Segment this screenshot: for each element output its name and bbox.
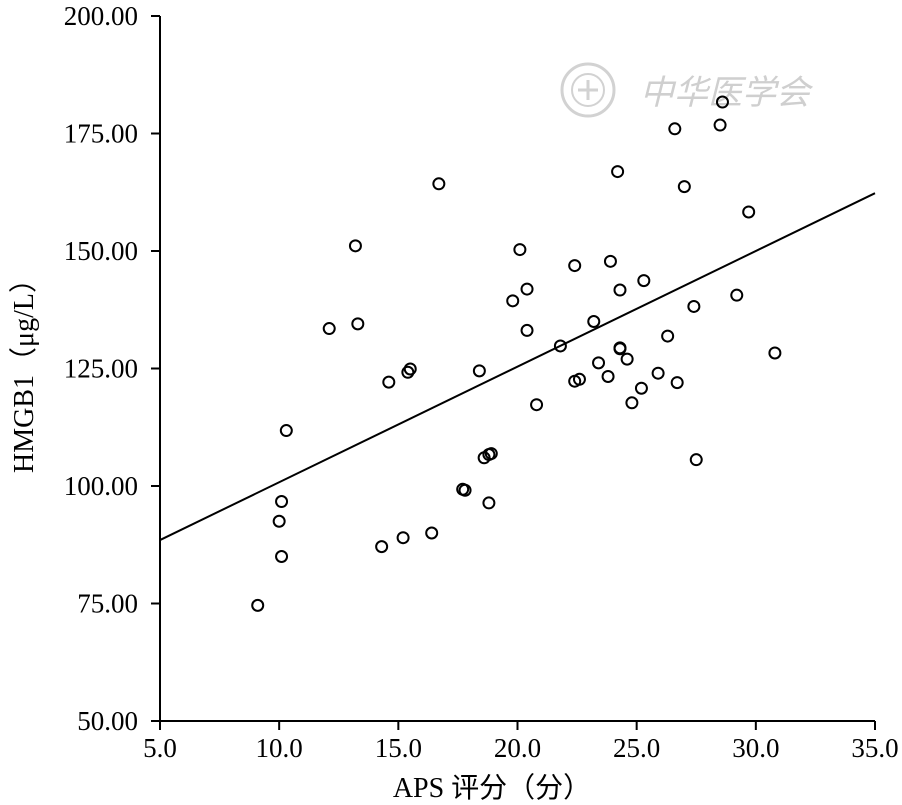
data-point [625,396,639,410]
x-tick-label: 35.0 [851,733,898,763]
data-point [425,526,439,540]
y-tick-label: 200.00 [64,1,138,31]
y-tick-label: 175.00 [64,119,138,149]
data-point [403,362,417,376]
data-point [513,243,527,257]
x-axis-title: APS 评分（分） [393,772,591,804]
data-point [275,550,289,563]
data-point [568,259,582,273]
x-tick-label: 15.0 [375,733,422,763]
data-point [687,299,701,313]
data-point [715,95,729,109]
plot-area [159,95,876,612]
data-point [634,381,648,395]
data-point [432,177,446,191]
data-point [603,254,617,268]
x-tick-label: 20.0 [494,733,541,763]
society-seal-icon [560,62,616,118]
data-point [456,482,470,496]
watermark: 中华医学会 [560,62,814,118]
data-point [396,531,410,545]
x-tick-label: 25.0 [613,733,660,763]
data-point [768,346,782,360]
data-point [601,369,615,383]
data-point [506,294,520,308]
watermark-text: 中华医学会 [640,73,814,113]
data-point [668,122,682,136]
data-point [661,329,675,343]
data-point [572,372,586,386]
y-tick-label: 50.00 [77,706,138,736]
data-point [520,282,534,296]
data-point [251,598,265,612]
data-point [730,288,744,302]
data-point [713,118,727,132]
x-tick-label: 30.0 [732,733,779,763]
y-tick-label: 100.00 [64,471,138,501]
data-point [651,366,665,380]
data-point [611,165,625,179]
data-point [670,376,684,390]
data-point [484,447,498,461]
data-point [637,274,651,288]
data-point [382,375,396,389]
y-axis-ticks: 50.00 75.00 100.00 125.00 150.00 175.00 200.00 [64,1,160,736]
data-point [482,496,496,510]
data-point [530,398,544,412]
regression-line [159,192,876,541]
data-point [592,356,606,370]
data-point [275,495,289,509]
data-point [613,283,627,297]
data-point [613,342,627,356]
x-tick-label: 5.0 [143,733,177,763]
x-axis-ticks: 5.0 10.0 15.0 20.0 25.0 30.0 35.0 [143,721,899,763]
y-axis-title: HMGB1（μg/L） [8,265,40,473]
y-tick-label: 125.00 [64,354,138,384]
y-tick-label: 150.00 [64,236,138,266]
data-point [279,424,293,438]
data-point [272,514,286,528]
data-point [322,322,336,336]
data-point [677,180,691,194]
y-tick-label: 75.00 [77,589,138,619]
data-point [689,453,703,467]
data-point [742,205,756,219]
data-point [375,540,389,554]
data-point [520,323,534,337]
data-point [351,317,365,331]
data-point [472,364,486,378]
data-point [553,339,567,353]
data-point [620,352,634,366]
data-point [587,315,601,328]
x-tick-label: 10.0 [256,733,303,763]
data-point [348,239,362,253]
